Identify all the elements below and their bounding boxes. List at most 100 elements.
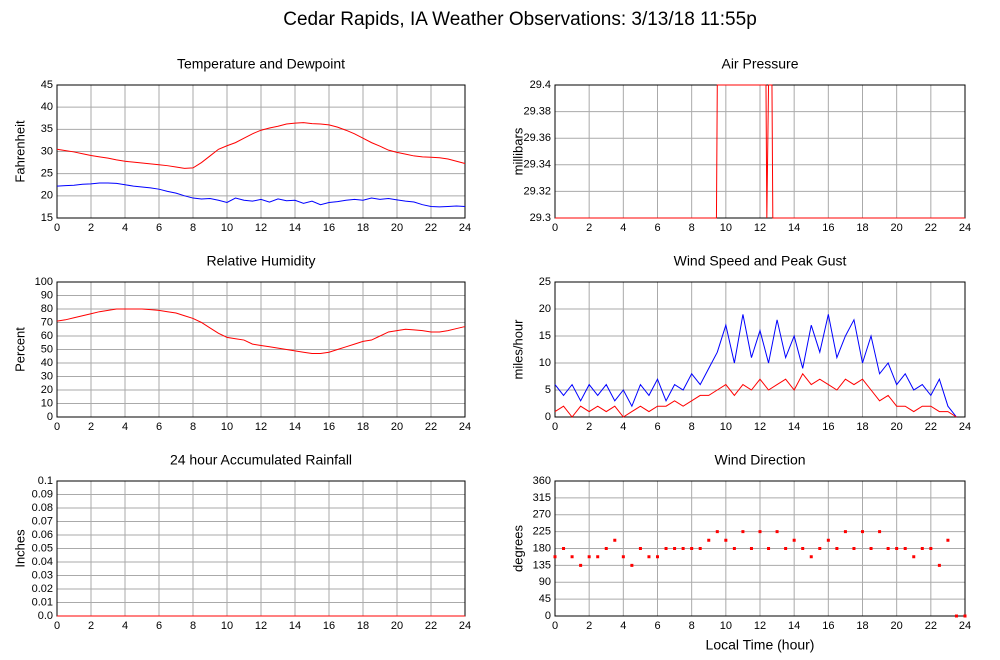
x-tick-label: 0	[54, 421, 60, 433]
x-tick-label: 8	[190, 421, 196, 433]
y-axis-label: millibars	[510, 127, 525, 175]
plot-frame	[554, 480, 966, 617]
scatter-point	[758, 530, 762, 534]
scatter-point	[681, 547, 685, 550]
x-tick-label: 4	[620, 620, 626, 632]
y-tick-label: 0.02	[32, 583, 53, 595]
x-tick-label: 14	[289, 222, 301, 234]
y-tick-label: 0.04	[32, 556, 53, 568]
scatter-point	[638, 547, 642, 550]
x-tick-label: 24	[459, 421, 471, 433]
x-tick-label: 22	[925, 620, 937, 632]
scatter-point	[707, 538, 711, 542]
y-tick-label: 35	[41, 123, 53, 135]
scatter-point	[835, 547, 839, 550]
scatter-point	[613, 538, 617, 542]
x-tick-label: 2	[586, 620, 592, 632]
x-tick-label: 16	[323, 222, 335, 234]
x-tick-label: 24	[959, 620, 971, 632]
scatter-point	[562, 547, 566, 550]
x-tick-label: 8	[689, 222, 695, 234]
y-tick-label: 45	[41, 79, 53, 91]
plot-frame	[56, 84, 466, 219]
y-tick-label: 135	[533, 559, 551, 571]
x-tick-label: 24	[959, 421, 971, 433]
y-tick-label: 70	[41, 316, 53, 328]
x-tick-label: 6	[654, 620, 660, 632]
plot-frame	[554, 281, 966, 418]
scatter-point	[630, 563, 634, 567]
x-tick-label: 12	[754, 421, 766, 433]
y-tick-label: 30	[41, 370, 53, 382]
x-tick-label: 16	[323, 421, 335, 433]
x-tick-label: 10	[720, 620, 732, 632]
x-tick-label: 6	[156, 421, 162, 433]
scatter-point	[920, 547, 924, 550]
scatter-point	[690, 547, 694, 550]
scatter-point	[698, 547, 702, 550]
scatter-point	[647, 555, 651, 559]
scatter-point	[801, 547, 805, 550]
x-tick-label: 10	[720, 421, 732, 433]
y-tick-label: 29.32	[523, 185, 551, 197]
x-tick-label: 0	[552, 421, 558, 433]
y-tick-label: 225	[533, 526, 551, 538]
y-axis-label: Fahrenheit	[12, 120, 27, 183]
y-tick-label: 0.07	[32, 515, 53, 527]
x-tick-label: 8	[190, 620, 196, 632]
y-tick-label: 0.05	[32, 542, 53, 554]
chart-title: Relative Humidity	[207, 253, 316, 269]
series-line	[554, 372, 957, 418]
x-tick-label: 14	[788, 421, 800, 433]
x-tick-label: 24	[459, 222, 471, 234]
y-tick-label: 15	[539, 330, 551, 342]
scatter-point	[809, 555, 813, 559]
scatter-point	[656, 555, 659, 559]
y-tick-label: 0	[545, 411, 551, 423]
y-tick-label: 40	[41, 357, 53, 369]
scatter-point	[954, 614, 958, 618]
x-tick-label: 18	[357, 620, 369, 632]
chart-title: Wind Speed and Peak Gust	[674, 253, 847, 269]
y-tick-label: 90	[539, 576, 551, 588]
x-tick-label: 16	[822, 421, 834, 433]
y-tick-label: 0.0	[38, 610, 53, 622]
y-axis-label: Inches	[12, 529, 27, 568]
chart-title: Air Pressure	[721, 56, 798, 72]
series-line	[555, 84, 965, 219]
y-tick-label: 180	[533, 542, 551, 554]
scatter-point	[579, 563, 583, 567]
y-tick-label: 45	[539, 593, 551, 605]
x-tick-label: 20	[391, 421, 403, 433]
x-tick-label: 18	[357, 421, 369, 433]
x-tick-label: 18	[856, 620, 868, 632]
x-tick-label: 10	[221, 620, 233, 632]
x-tick-label: 4	[620, 222, 626, 234]
y-tick-label: 25	[539, 276, 551, 288]
x-tick-label: 12	[754, 620, 766, 632]
x-tick-label: 12	[255, 421, 267, 433]
x-tick-label: 8	[689, 620, 695, 632]
scatter-point	[895, 547, 899, 550]
y-tick-label: 60	[41, 330, 53, 342]
scatter-point	[843, 530, 847, 534]
scatter-point	[929, 547, 933, 550]
y-tick-label: 29.38	[523, 106, 551, 118]
series-line	[554, 314, 957, 418]
x-tick-label: 24	[459, 620, 471, 632]
x-tick-label: 10	[221, 222, 233, 234]
x-tick-label: 20	[891, 421, 903, 433]
x-tick-label: 16	[323, 620, 335, 632]
y-tick-label: 20	[41, 384, 53, 396]
plot-frame	[56, 281, 466, 418]
x-tick-label: 14	[289, 421, 301, 433]
x-tick-label: 20	[391, 620, 403, 632]
y-tick-label: 15	[41, 212, 53, 224]
y-tick-label: 30	[41, 145, 53, 157]
scatter-point	[886, 547, 890, 550]
x-tick-label: 0	[54, 222, 60, 234]
y-tick-label: 29.3	[530, 212, 551, 224]
scatter-point	[852, 547, 856, 550]
scatter-point	[775, 530, 779, 534]
scatter-point	[587, 555, 591, 559]
